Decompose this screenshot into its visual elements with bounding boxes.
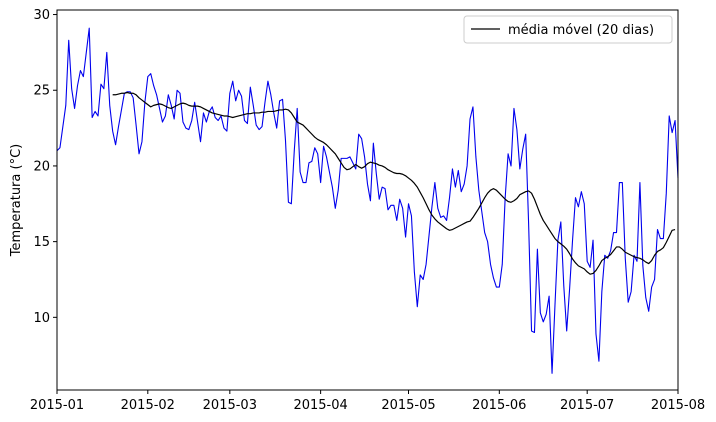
y-tick-label: 20 bbox=[33, 159, 50, 174]
plot-area bbox=[57, 10, 678, 390]
y-axis-label: Temperatura (°C) bbox=[9, 144, 24, 257]
y-tick-label: 10 bbox=[33, 311, 50, 326]
x-tick-label: 2015-03 bbox=[203, 398, 257, 413]
series-line-rolling-mean bbox=[112, 91, 676, 275]
y-tick-label: 15 bbox=[33, 235, 50, 250]
legend-box bbox=[463, 15, 673, 44]
x-axis: 2015-01 2015-02 2015-03 2015-04 2015-05 2015-… bbox=[30, 390, 705, 413]
x-tick-label: 2015-04 bbox=[293, 398, 347, 413]
x-tick-label: 2015-06 bbox=[472, 398, 526, 413]
x-tick-label: 2015-02 bbox=[121, 398, 175, 413]
plot-frame bbox=[56, 9, 679, 391]
legend-label-rolling-mean: média móvel (20 dias) bbox=[508, 23, 654, 38]
legend: média móvel (20 dias) bbox=[463, 15, 673, 44]
x-tick-label: 2015-05 bbox=[381, 398, 435, 413]
x-tick-label: 2015-07 bbox=[560, 398, 614, 413]
x-tick-label: 2015-01 bbox=[30, 398, 84, 413]
y-tick-label: 25 bbox=[33, 84, 50, 99]
y-axis: 10 15 20 25 30 bbox=[33, 8, 57, 326]
series-line-daily bbox=[56, 27, 679, 374]
y-tick-label: 30 bbox=[33, 8, 50, 23]
x-tick-label: 2015-08 bbox=[651, 398, 705, 413]
series-layer bbox=[56, 27, 679, 374]
